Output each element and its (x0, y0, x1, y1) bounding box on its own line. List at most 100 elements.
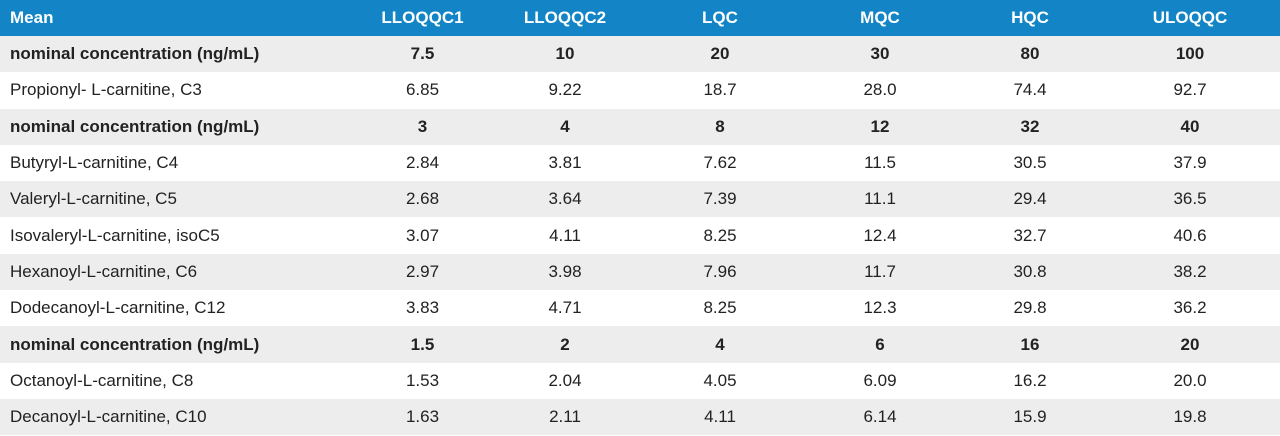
table-row: Octanoyl-L-carnitine, C8 1.53 2.04 4.05 6.09… (0, 363, 1280, 399)
cell: 4.71 (548, 298, 582, 318)
cell: 6.85 (405, 80, 440, 100)
cell: 2 (560, 334, 570, 354)
cell: 2.84 (405, 153, 440, 173)
cell: 1.53 (405, 370, 440, 390)
row-label: nominal concentration (ng/mL) (10, 116, 260, 136)
cell: 28.0 (863, 80, 897, 100)
cell: 20 (1180, 334, 1200, 354)
table-row: Dodecanoyl-L-carnitine, C12 3.83 4.71 8.25 1… (0, 290, 1280, 326)
row-label: Dodecanoyl-L-carnitine, C12 (10, 298, 226, 318)
cell: 3.98 (548, 261, 582, 281)
cell: 7.62 (703, 153, 737, 173)
cell: 8.25 (703, 225, 737, 245)
cell: 20.0 (1173, 370, 1207, 390)
cell: 2.04 (548, 370, 582, 390)
table-row: Decanoyl-L-carnitine, C10 1.63 2.11 4.11 6.1… (0, 398, 1280, 436)
cell: 3.64 (548, 189, 582, 209)
cell: 18.7 (703, 80, 737, 100)
cell: 80 (1020, 44, 1040, 64)
cell: 3 (417, 116, 428, 136)
table-row: Valeryl-L-carnitine, C5 2.68 3.64 7.39 11.1 2… (0, 181, 1280, 218)
cell: 37.9 (1173, 153, 1207, 173)
header-cell: ULOQQC (1100, 0, 1280, 36)
cell: 6 (875, 334, 885, 354)
cell: 4 (715, 334, 725, 354)
cell: 3.83 (405, 298, 440, 318)
header-cell: HQC (960, 0, 1100, 36)
row-label: nominal concentration (ng/mL) (10, 334, 260, 354)
row-label: Butyryl-L-carnitine, C4 (10, 153, 179, 173)
cell: 11.7 (864, 261, 896, 281)
table-row: Hexanoyl-L-carnitine, C6 2.97 3.98 7.96 11.7… (0, 253, 1280, 291)
cell: 4.11 (704, 407, 736, 427)
cell: 74.4 (1013, 80, 1047, 100)
header-cell: LLOQQC1 (355, 0, 490, 36)
cell: 3.07 (405, 225, 440, 245)
cell: 1.5 (410, 334, 435, 354)
cell: 19.8 (1173, 407, 1207, 427)
cell: 38.2 (1173, 261, 1207, 281)
cell: 4 (560, 116, 570, 136)
cell: 30.5 (1013, 153, 1047, 173)
header-cell: LLOQQC2 (490, 0, 640, 36)
cell: 32.7 (1013, 225, 1047, 245)
cell: 36.2 (1173, 298, 1207, 318)
table-body: nominal concentration (ng/mL) 7.5 10 20 30 80… (0, 36, 1280, 436)
cell: 7.5 (410, 44, 435, 64)
row-label: Valeryl-L-carnitine, C5 (10, 189, 177, 209)
table-row: nominal concentration (ng/mL) 1.5 2 4 6 16 20 (0, 326, 1280, 363)
row-label: Decanoyl-L-carnitine, C10 (10, 407, 207, 427)
table-row: nominal concentration (ng/mL) 3 4 8 12 32 40 (0, 108, 1280, 145)
cell: 12.3 (863, 298, 897, 318)
cell: 2.11 (549, 407, 581, 427)
cell: 10 (555, 44, 575, 64)
cell: 16 (1020, 334, 1040, 354)
cell: 11.1 (864, 189, 896, 209)
cell: 100 (1175, 44, 1205, 64)
cell: 30 (870, 44, 890, 64)
cell: 12.4 (863, 225, 897, 245)
header-cell: MQC (800, 0, 960, 36)
header-row: Mean LLOQQC1 LLOQQC2 LQC MQC HQC ULOQQC (0, 0, 1280, 36)
cell: 1.63 (405, 407, 440, 427)
cell: 30.8 (1013, 261, 1047, 281)
table-row: Butyryl-L-carnitine, C4 2.84 3.81 7.62 11.5 3… (0, 145, 1280, 181)
cell: 15.9 (1013, 407, 1047, 427)
cell: 8.25 (703, 298, 737, 318)
cell: 40 (1180, 116, 1200, 136)
cell: 8 (715, 116, 725, 136)
row-label: Hexanoyl-L-carnitine, C6 (10, 261, 198, 281)
table-row: Isovaleryl-L-carnitine, isoC5 3.07 4.11 8.2… (0, 217, 1280, 253)
cell: 4.11 (549, 225, 581, 245)
header-cell: LQC (640, 0, 800, 36)
table-row: Propionyl- L-carnitine, C3 6.85 9.22 18.7 28… (0, 72, 1280, 108)
table-row: nominal concentration (ng/mL) 7.5 10 20 30 80… (0, 36, 1280, 73)
row-label: Octanoyl-L-carnitine, C8 (10, 370, 194, 390)
cell: 36.5 (1173, 189, 1207, 209)
cell: 2.68 (405, 189, 440, 209)
cell: 40.6 (1173, 225, 1207, 245)
cell: 9.22 (548, 80, 582, 100)
row-label: nominal concentration (ng/mL) (10, 44, 260, 64)
cell: 6.09 (863, 370, 897, 390)
cell: 7.96 (703, 261, 737, 281)
cell: 3.81 (548, 153, 582, 173)
header-cell: Mean (0, 0, 355, 36)
cell: 2.97 (405, 261, 440, 281)
cell: 92.7 (1173, 80, 1207, 100)
cell: 12 (870, 116, 890, 136)
cell: 6.14 (863, 407, 897, 427)
row-label: Propionyl- L-carnitine, C3 (10, 80, 202, 100)
row-label: Isovaleryl-L-carnitine, isoC5 (10, 225, 220, 245)
cell: 32 (1020, 116, 1040, 136)
cell: 11.5 (864, 153, 896, 173)
cell: 20 (710, 44, 730, 64)
cell: 4.05 (703, 370, 737, 390)
cell: 29.4 (1013, 189, 1047, 209)
table-header: Mean LLOQQC1 LLOQQC2 LQC MQC HQC ULOQQC (0, 0, 1280, 36)
cell: 7.39 (703, 189, 737, 209)
cell: 29.8 (1013, 298, 1047, 318)
cell: 16.2 (1013, 370, 1047, 390)
